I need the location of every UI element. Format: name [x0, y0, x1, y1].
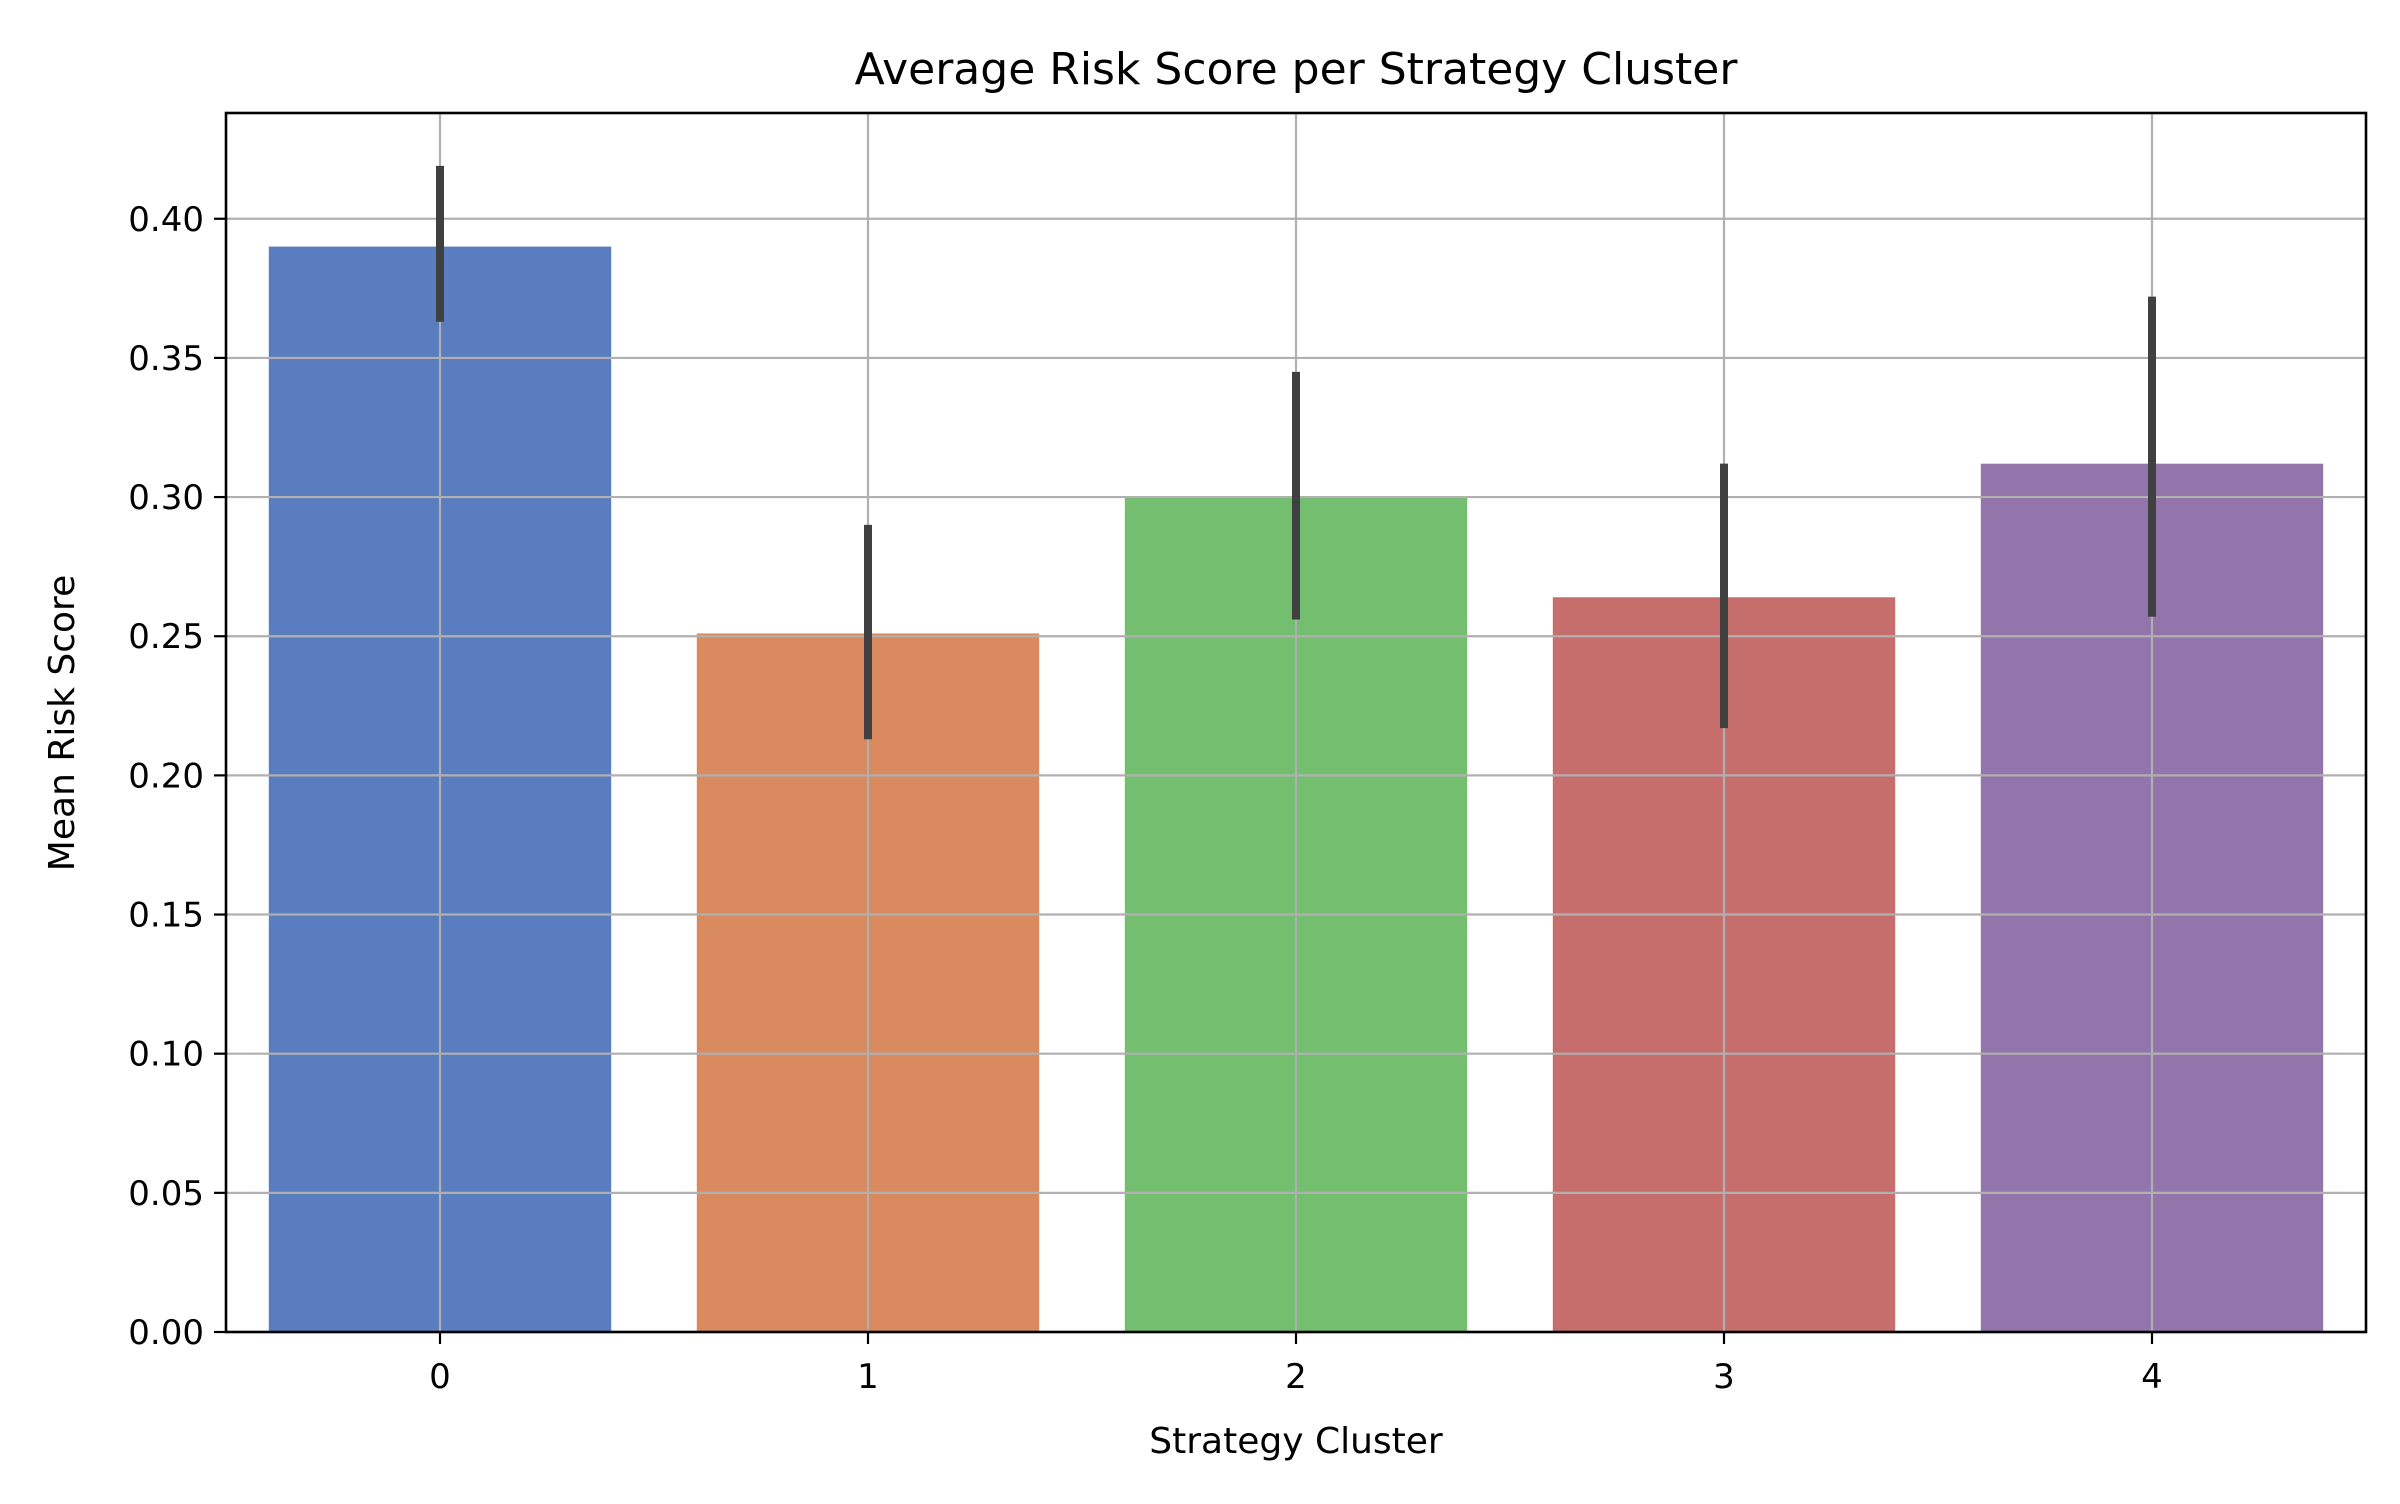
y-tick-label: 0.00: [128, 1313, 204, 1353]
y-tick-label: 0.05: [128, 1174, 204, 1214]
x-tick-label: 2: [1285, 1357, 1307, 1397]
x-axis-label: Strategy Cluster: [1149, 1421, 1443, 1462]
y-tick-label: 0.20: [128, 756, 204, 796]
x-tick-label: 0: [429, 1357, 451, 1397]
y-tick-label: 0.40: [128, 200, 204, 240]
y-tick-label: 0.15: [128, 896, 204, 936]
y-tick-label: 0.10: [128, 1035, 204, 1075]
x-tick-label: 4: [2141, 1357, 2163, 1397]
x-tick-label: 1: [857, 1357, 879, 1397]
y-tick-label: 0.25: [128, 617, 204, 657]
grid-lines: [226, 113, 2366, 1334]
error-bars: [436, 165, 2156, 740]
y-tick-label: 0.30: [128, 478, 204, 518]
chart-title: Average Risk Score per Strategy Cluster: [855, 44, 1739, 95]
y-axis-label: Mean Risk Score: [42, 575, 83, 871]
tick-labels: 0.00 0.05 0.10 0.15 0.20 0.25 0.30 0.35 0.40 0 1 2 3…: [128, 200, 2163, 1397]
axes: [214, 111, 2368, 1344]
x-tick-label: 3: [1713, 1357, 1735, 1397]
y-tick-label: 0.35: [128, 339, 204, 379]
